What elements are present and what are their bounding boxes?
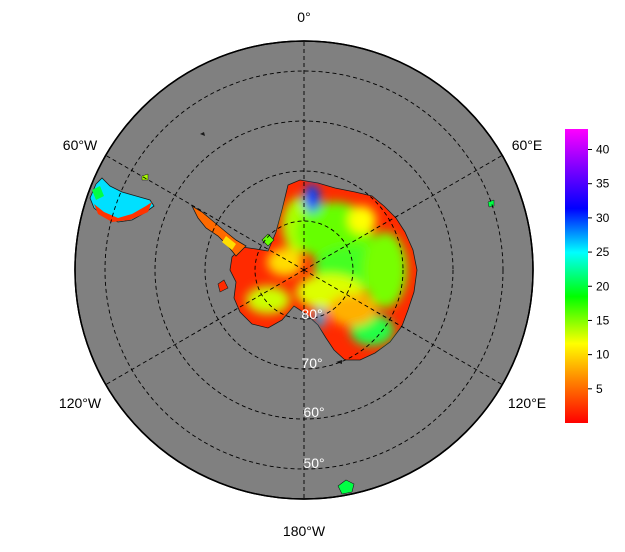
- latitude-labels: 80° 70° 60° 50°: [301, 306, 324, 471]
- colorbar-tick-label: 5: [596, 382, 603, 396]
- colorbar-tick-label: 30: [596, 211, 610, 225]
- colorbar: 5 10 15 20 25 30 35 40: [565, 129, 610, 423]
- lon-label-180w: 180°W: [283, 523, 326, 539]
- lat-label-70: 70°: [301, 355, 322, 371]
- colorbar-tick-label: 25: [596, 245, 610, 259]
- colorbar-tick-label: 10: [596, 348, 610, 362]
- colorbar-ticks: 5 10 15 20 25 30 35 40: [588, 143, 610, 396]
- colorbar-tick-label: 15: [596, 313, 610, 327]
- lon-label-120e: 120°E: [508, 395, 546, 411]
- colorbar-tick-label: 35: [596, 177, 610, 191]
- colorbar-tick-label: 40: [596, 143, 610, 157]
- south-america-field: [89, 173, 155, 223]
- graticule: [104, 41, 504, 499]
- lon-label-120w: 120°W: [59, 395, 102, 411]
- lat-label-50: 50°: [303, 455, 324, 471]
- lat-label-80: 80°: [301, 306, 322, 322]
- lon-label-60e: 60°E: [512, 137, 543, 153]
- lon-label-60w: 60°W: [63, 137, 98, 153]
- longitude-labels: 0° 60°E 120°E 180°W 120°W 60°W: [59, 9, 546, 539]
- colorbar-tick-label: 20: [596, 279, 610, 293]
- lat-label-60: 60°: [303, 404, 324, 420]
- colorbar-gradient: [565, 129, 588, 423]
- map-border: [74, 40, 534, 500]
- lon-label-0: 0°: [297, 9, 310, 25]
- antarctica-field: [191, 179, 418, 361]
